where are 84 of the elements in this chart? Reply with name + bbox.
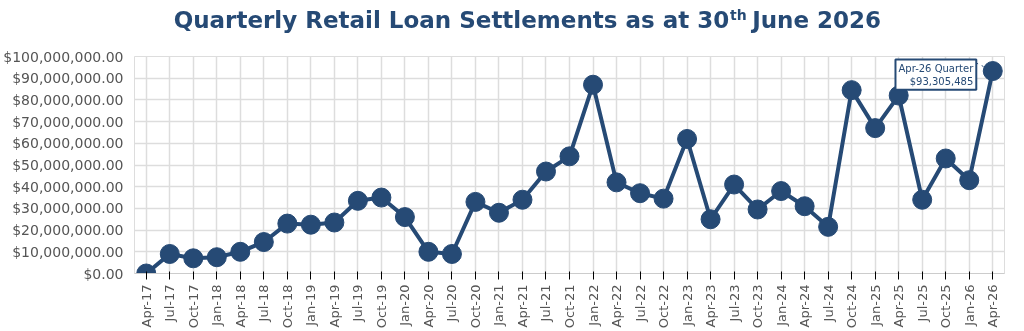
point (630, 183, 651, 204)
annotation: Apr-26 Quarter $93,305,485 (898, 62, 975, 87)
x-tick-label: Jul-17 (162, 284, 178, 323)
x-tick-label: Oct-19 (373, 284, 389, 329)
x-tick-label: Jan-18 (209, 284, 225, 327)
point (841, 80, 862, 101)
x-tick-label: Jul-22 (632, 284, 648, 323)
point (535, 161, 556, 182)
point (183, 248, 204, 269)
point (818, 216, 839, 237)
point (230, 241, 251, 262)
x-tick-label: Jan-20 (397, 284, 413, 327)
point (465, 191, 486, 212)
point (159, 243, 180, 264)
point (724, 174, 745, 195)
point (794, 196, 815, 217)
x-tick-label: Jul-24 (820, 284, 836, 323)
point (324, 212, 345, 233)
y-tick-label: $70,000,000.00 (12, 113, 124, 130)
point (441, 243, 462, 264)
point (606, 172, 627, 193)
x-tick-label: Jul-21 (538, 284, 554, 323)
point (747, 199, 768, 220)
x-tick-label: Apr-19 (326, 284, 342, 328)
x-tick-label: Jan-19 (303, 284, 319, 327)
point (488, 202, 509, 223)
point (677, 128, 698, 149)
y-tick-label: $40,000,000.00 (12, 178, 124, 195)
y-tick-label: $10,000,000.00 (12, 243, 124, 260)
x-tick-label: Apr-23 (703, 284, 719, 328)
x-tick-label: Apr-26 (985, 284, 1001, 328)
x-tick-label: Jan-25 (867, 284, 883, 327)
point (347, 190, 368, 211)
y-tick-label: $90,000,000.00 (12, 70, 124, 87)
x-tick-label: Jan-21 (491, 284, 507, 327)
x-tick-label: Jul-18 (256, 284, 272, 323)
x-tick-label: Jul-23 (726, 284, 742, 323)
point (583, 74, 604, 95)
point (935, 148, 956, 169)
y-tick-label: $0.00 (83, 265, 124, 282)
x-tick-label: Apr-21 (514, 284, 530, 328)
y-tick-label: $30,000,000.00 (12, 200, 124, 217)
x-tick-label: Oct-20 (467, 284, 483, 329)
x-tick-label: Oct-21 (562, 284, 577, 329)
x-tick-label: Apr-22 (609, 284, 625, 328)
point (771, 181, 792, 202)
point (512, 189, 533, 210)
point (959, 170, 980, 191)
point (394, 207, 415, 228)
point (865, 118, 886, 139)
point (418, 241, 439, 262)
point (300, 214, 321, 235)
x-tick-label: Apr-17 (138, 284, 154, 328)
x-tick-label: Oct-18 (279, 284, 295, 329)
y-tick-label: $50,000,000.00 (12, 157, 124, 173)
point (253, 232, 274, 253)
x-tick-label: Apr-18 (232, 284, 248, 328)
x-tick-label: Apr-24 (797, 284, 813, 328)
y-tick-label: $100,000,000.00 (3, 48, 124, 65)
x-tick-label: Jan-23 (679, 284, 695, 327)
x-tick-label: Jan-24 (773, 284, 789, 327)
point (559, 146, 580, 167)
x-tick-label: Jan-26 (961, 284, 977, 327)
x-tick-label: Oct-25 (938, 284, 954, 329)
x-tick-label: Oct-22 (656, 284, 672, 329)
x-tick-label: Jul-25 (914, 284, 930, 323)
point (700, 209, 721, 230)
x-tick-label: Apr-25 (891, 284, 907, 328)
x-tick-label: Jul-20 (444, 284, 460, 323)
x-tick-label: Oct-24 (844, 284, 860, 329)
x-tick-label: Oct-23 (750, 284, 766, 329)
point (206, 247, 227, 268)
y-tick-label: $80,000,000.00 (12, 91, 124, 108)
y-tick-label: $60,000,000.00 (12, 135, 124, 152)
x-tick-label: Jan-22 (585, 284, 601, 327)
x-tick-label: Oct-17 (185, 284, 201, 329)
point (653, 188, 674, 209)
point (277, 213, 298, 234)
y-tick-label: $20,000,000.00 (12, 222, 124, 239)
point (982, 61, 1003, 82)
point (912, 189, 933, 210)
x-tick-label: Jul-19 (350, 284, 366, 323)
x-tick-label: Apr-20 (420, 284, 436, 328)
point (371, 187, 392, 208)
